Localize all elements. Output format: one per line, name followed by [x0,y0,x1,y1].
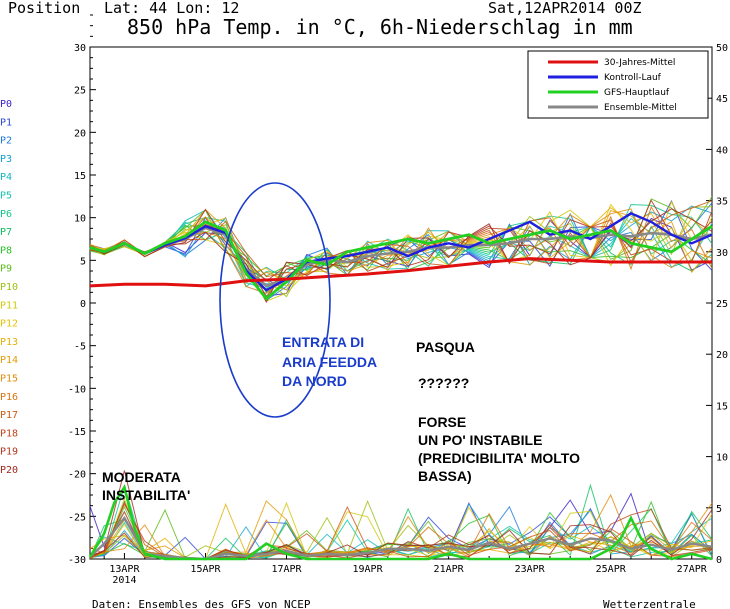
member-temp-line [89,209,713,281]
y-left-tick-label: -30 [68,555,86,566]
member-labels: P0 P1 P2 P3 P4 P5 P6 P7 P8 P9 P10 P11 P12 P13 P14 P15 P1… [0,99,18,476]
y-right-tick-label: 20 [716,350,728,361]
y-left-tick-label: 10 [74,214,86,225]
y-right-tick-label: 5 [716,504,722,515]
annotation-entrata-1: ENTRATA DI [282,334,364,350]
x-tick-label: 23APR [515,564,546,575]
member-label: P15 [0,374,18,385]
member-precip-line [89,499,713,559]
y-left-tick-label: -10 [68,384,86,395]
member-label: P3 [0,154,12,165]
member-label: P1 [0,117,12,128]
y-axis-left: -30 -25 -20 -15 -10 -5 0 5 10 15 20 25 30 [68,14,96,566]
member-label: P19 [0,447,18,458]
y-right-tick-label: 30 [716,248,728,259]
brand-name: Wetterzentrale [603,598,696,609]
annotation-moderata-2: INSTABILITA' [102,487,190,503]
y-right-tick-label: 45 [716,94,728,105]
y-right-tick-label: 35 [716,197,728,208]
annotation-entrata-2: ARIA FEEDDA [282,354,377,370]
legend-label: GFS-Hauptlauf [604,88,670,98]
lat-lon-readout: Lat: 44 Lon: 12 [104,0,239,17]
member-label: P14 [0,355,18,366]
position-label: Position [8,0,80,17]
member-label: P17 [0,410,18,421]
member-label: P6 [0,209,12,220]
data-source: Daten: Ensembles des GFS von NCEP [92,598,311,609]
cold-air-ellipse [219,182,331,418]
run-timestamp: Sat,12APR2014 00Z [488,0,642,17]
annotation-entrata-3: DA NORD [282,373,347,389]
member-label: P20 [0,465,18,476]
annotation-moderata-1: MODERATA [102,469,181,485]
member-label: P7 [0,227,12,238]
x-tick-label: 27APR [677,564,708,575]
annotation-question: ?????? [418,375,469,391]
climate-mean-line [89,257,712,288]
y-left-tick-label: -15 [68,427,86,438]
member-label: P11 [0,300,18,311]
y-right-tick-label: 0 [716,555,722,566]
precip-gfs-line [88,484,713,561]
annotation-forse-3: (PREDICIBILITA' MOLTO [418,450,580,466]
member-label: P8 [0,245,12,256]
x-tick-label: 21APR [434,564,465,575]
member-temp-line [89,208,713,290]
member-temp-line [89,200,713,278]
legend: 30-Jahres-Mittel Kontroll-Lauf GFS-Hauptla… [527,50,709,119]
annotation-forse-2: UN PO' INSTABILE [418,432,542,448]
member-label: P4 [0,172,12,183]
annotation-forse-4: BASSA) [418,468,472,484]
annotation-pasqua: PASQUA [416,339,475,355]
gfs-operational-line [89,220,713,301]
annotation-forse-1: FORSE [418,414,466,430]
member-label: P18 [0,428,18,439]
y-left-tick-label: -25 [68,512,86,523]
x-tick-label: 25APR [596,564,627,575]
legend-label: 30-Jahres-Mittel [604,58,675,68]
legend-label: Kontroll-Lauf [604,73,662,83]
main-series [88,212,713,561]
member-label: P2 [0,136,12,147]
legend-label: Ensemble-Mittel [604,103,677,113]
x-tick-label: 19APR [353,564,384,575]
y-right-tick-label: 25 [716,299,728,310]
member-label: P16 [0,392,18,403]
y-right-tick-label: 40 [716,145,728,156]
member-label: P13 [0,337,18,348]
y-right-tick-label: 15 [716,401,728,412]
y-right-tick-label: 50 [716,43,728,54]
member-label: P12 [0,319,18,330]
x-tick-label: 17APR [271,564,302,575]
y-left-tick-label: 25 [74,86,86,97]
y-left-tick-label: 0 [80,299,86,310]
y-right-tick-label: 10 [716,453,728,464]
y-left-tick-label: 5 [80,256,86,267]
x-tick-label: 15APR [190,564,221,575]
x-tick-label: 13APR [109,564,140,575]
control-run-line [89,212,713,292]
member-label: P9 [0,264,12,275]
y-left-tick-label: -20 [68,470,86,481]
chart-title: 850 hPa Temp. in °C, 6h-Niederschlag in … [127,15,633,39]
member-label: P10 [0,282,18,293]
member-temp-line [89,209,713,302]
y-left-tick-label: 15 [74,171,86,182]
plot-area [89,46,713,560]
y-left-tick-label: 30 [74,43,86,54]
x-year-label: 2014 [112,575,136,586]
y-left-tick-label: 20 [74,128,86,139]
member-label: P0 [0,99,12,110]
x-axis: 13APR 15APR 17APR 19APR 21APR 23APR 25APR 27APR… [103,553,713,586]
member-label: P5 [0,191,12,202]
y-left-tick-label: -5 [74,342,86,353]
